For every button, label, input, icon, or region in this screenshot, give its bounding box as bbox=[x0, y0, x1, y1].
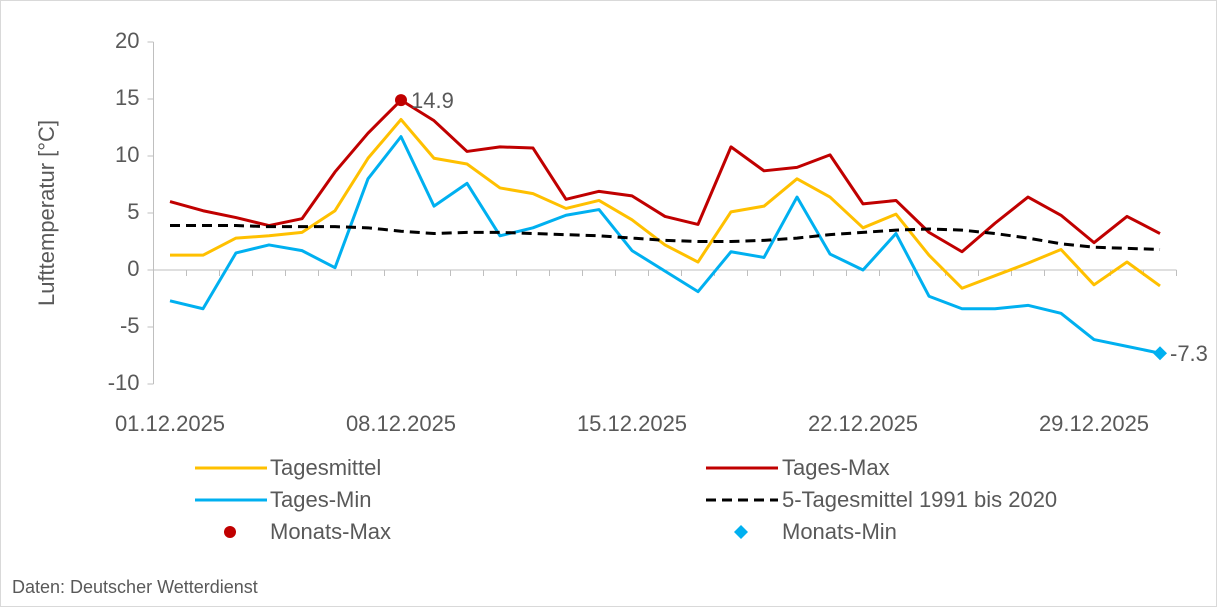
y-tick-label: 5 bbox=[127, 199, 139, 224]
min-marker bbox=[1153, 346, 1167, 361]
legend-label: Tagesmittel bbox=[270, 455, 381, 480]
x-tick-label: 29.12.2025 bbox=[1039, 411, 1149, 436]
legend-symbol bbox=[224, 526, 236, 538]
legend-label: Monats-Min bbox=[782, 519, 897, 544]
value-label: -7.3 bbox=[1170, 341, 1208, 366]
value-label: 14.9 bbox=[411, 88, 454, 113]
legend-label: Tages-Max bbox=[782, 455, 890, 480]
source-note: Daten: Deutscher Wetterdienst bbox=[12, 577, 258, 597]
y-tick-label: -10 bbox=[108, 370, 140, 395]
legend-symbol bbox=[734, 525, 748, 539]
y-tick-label: 0 bbox=[127, 256, 139, 281]
series-line bbox=[169, 98, 1161, 254]
series-line bbox=[170, 224, 1161, 251]
y-axis-label: Lufttemperatur [°C] bbox=[34, 120, 59, 306]
x-tick-label: 15.12.2025 bbox=[577, 411, 687, 436]
x-tick-label: 01.12.2025 bbox=[115, 411, 225, 436]
y-tick-label: 10 bbox=[115, 142, 139, 167]
y-tick-label: 20 bbox=[115, 28, 139, 53]
y-tick-label: 15 bbox=[115, 85, 139, 110]
series-line bbox=[170, 118, 1161, 290]
x-tick-label: 08.12.2025 bbox=[346, 411, 456, 436]
legend-label: Monats-Max bbox=[270, 519, 391, 544]
legend-label: 5-Tagesmittel 1991 bis 2020 bbox=[782, 487, 1057, 512]
max-marker bbox=[395, 94, 407, 107]
legend-label: Tages-Min bbox=[270, 487, 371, 512]
x-tick-label: 22.12.2025 bbox=[808, 411, 918, 436]
y-tick-label: -5 bbox=[120, 313, 140, 338]
series-line bbox=[169, 135, 1161, 355]
